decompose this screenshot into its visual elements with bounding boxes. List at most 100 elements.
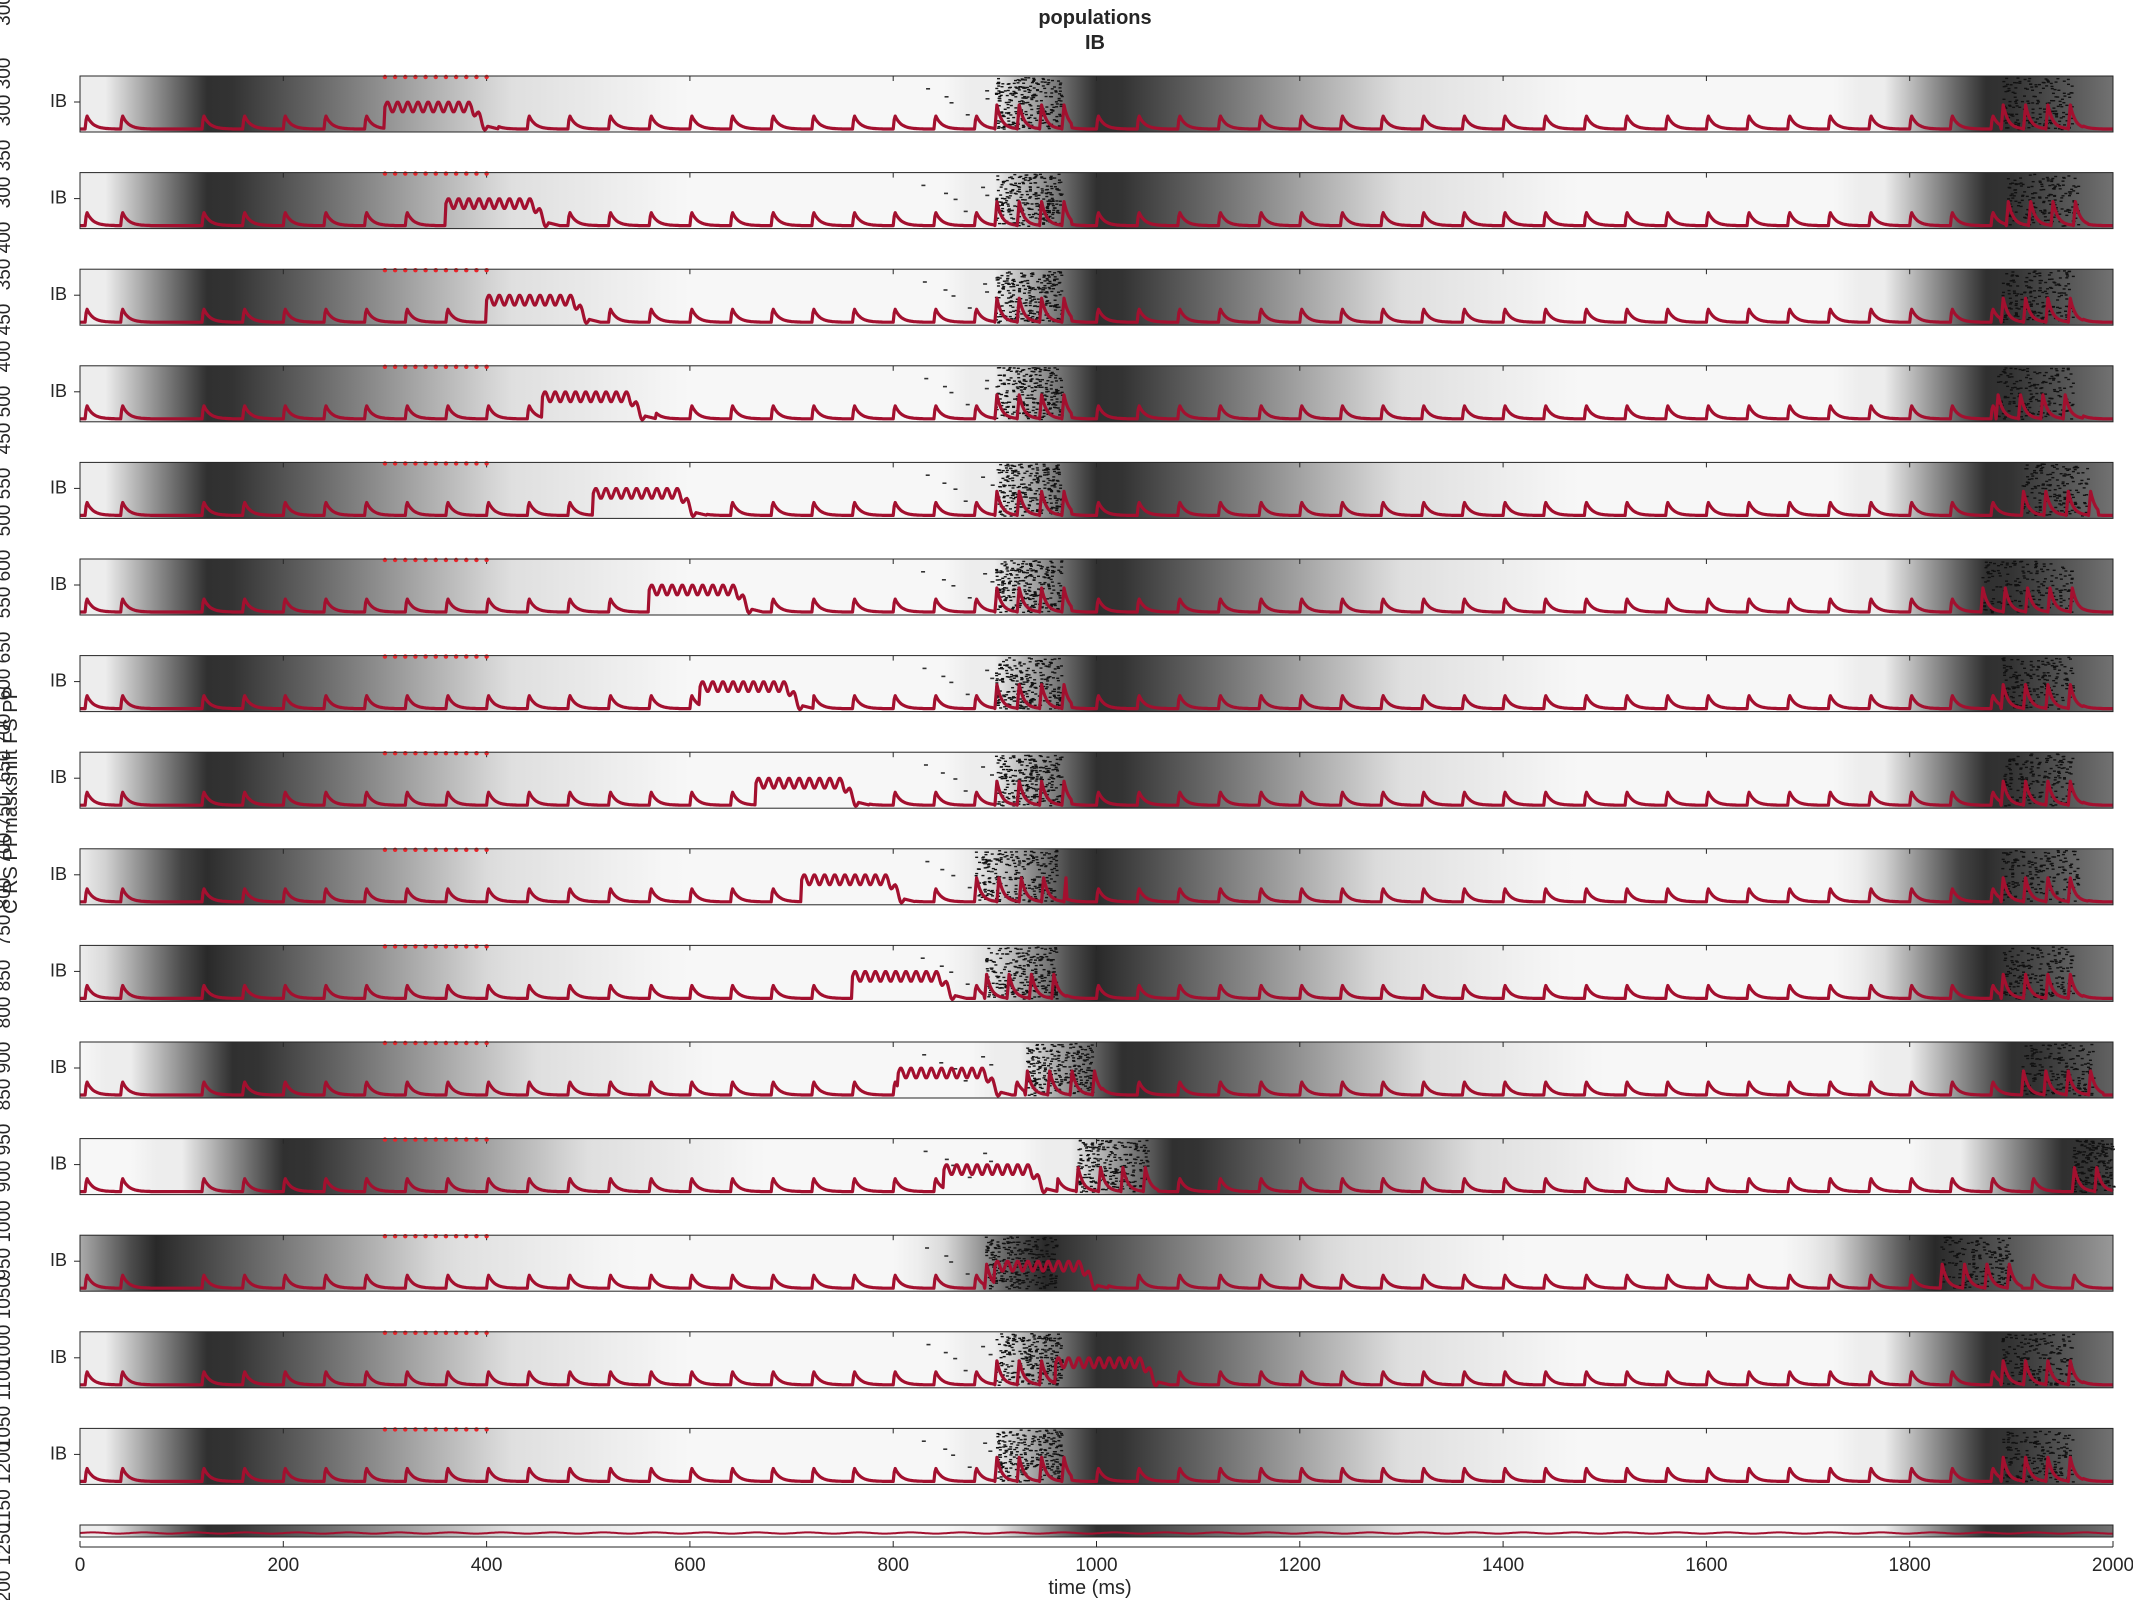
spike-mark [1027, 411, 1031, 413]
spike-mark [1048, 991, 1052, 994]
spike-mark [2045, 292, 2049, 295]
spike-mark [1048, 675, 1052, 678]
spike-mark [2026, 673, 2030, 675]
spike-mark [1009, 300, 1013, 303]
spike-mark [2042, 188, 2046, 191]
spike-mark [2082, 494, 2086, 496]
spike-mark [1031, 1056, 1035, 1058]
spike-mark [2005, 83, 2009, 86]
spike-mark [2011, 700, 2015, 703]
spike-mark [1033, 959, 1037, 961]
spike-mark [1043, 487, 1047, 489]
spike-mark [1022, 285, 1026, 287]
spike-mark [1019, 566, 1023, 569]
spike-mark [2016, 293, 2020, 295]
spike-mark [1043, 678, 1047, 681]
spike-mark [2040, 691, 2044, 694]
spike-mark [1027, 575, 1031, 577]
spike-mark [1033, 367, 1037, 369]
spike-mark [2007, 410, 2011, 412]
spike-mark [996, 858, 1000, 860]
spike-mark [2021, 194, 2025, 197]
spike-mark [2041, 316, 2045, 319]
spike-mark [1023, 204, 1027, 206]
spike-mark [2020, 679, 2024, 682]
spike-mark [986, 870, 990, 873]
spike-mark [1057, 1051, 1061, 1053]
spike-mark [1000, 127, 1004, 129]
spike-mark [981, 857, 985, 859]
spike-mark [2021, 566, 2025, 568]
spike-mark [2043, 290, 2047, 293]
voltage-trace [79, 487, 2114, 518]
spike-mark [1038, 1083, 1042, 1086]
spike-mark [2031, 117, 2035, 119]
stim-marker [403, 847, 408, 852]
spike-mark [2032, 598, 2036, 601]
spike-mark [951, 585, 956, 587]
spike-mark [2050, 862, 2054, 865]
spike-mark [2043, 694, 2047, 696]
stim-marker [382, 751, 388, 756]
spike-mark [949, 971, 954, 973]
spike-mark [2036, 954, 2040, 956]
spike-mark [2058, 589, 2062, 592]
spike-mark [1053, 754, 1057, 757]
spike-mark [1022, 968, 1026, 971]
spike-mark [1030, 681, 1034, 684]
spike-mark [1054, 380, 1058, 382]
spike-mark [1040, 192, 1044, 194]
spike-mark [1053, 688, 1057, 690]
spike-mark [2043, 209, 2047, 211]
spike-mark [2028, 389, 2032, 392]
spike-mark [2026, 674, 2030, 676]
spike-mark [2054, 81, 2058, 83]
spike-mark [2055, 893, 2059, 895]
spike-mark [981, 862, 985, 864]
spike-mark [1000, 777, 1004, 780]
spike-mark [1022, 378, 1026, 381]
spike-mark [1032, 79, 1036, 81]
spike-mark [2033, 978, 2037, 980]
spike-mark [2040, 998, 2044, 1000]
spike-mark [1055, 506, 1059, 508]
spike-mark [1051, 971, 1055, 973]
spike-mark [1030, 124, 1034, 126]
spike-mark [1030, 770, 1034, 773]
spike-mark [1056, 291, 1060, 293]
spike-mark [963, 790, 968, 792]
spike-mark [1000, 563, 1004, 565]
spike-mark [2071, 955, 2075, 957]
spike-mark [1049, 1067, 1053, 1069]
spike-mark [2060, 510, 2064, 512]
spike-mark [1072, 1052, 1076, 1054]
spike-mark [2054, 175, 2058, 178]
spike-mark [1058, 193, 1062, 195]
spike-mark [1030, 216, 1034, 218]
spike-mark [1030, 288, 1034, 290]
spike-mark [1024, 706, 1028, 708]
spike-mark [988, 994, 992, 996]
spike-mark [2026, 482, 2030, 484]
stim-marker [474, 654, 479, 659]
spike-mark [2028, 317, 2032, 319]
spike-mark [1054, 856, 1058, 858]
spike-mark [1018, 663, 1022, 665]
spike-mark [2020, 851, 2024, 853]
spike-mark [1043, 854, 1047, 856]
spike-mark [2008, 403, 2012, 405]
spike-mark [941, 579, 946, 581]
spike-mark [1017, 472, 1021, 475]
spike-mark [1044, 865, 1048, 867]
spike-mark [1053, 207, 1057, 209]
spike-mark [2037, 883, 2041, 886]
stim-marker [453, 751, 459, 756]
panel-label: IB [50, 767, 67, 787]
stim-marker [382, 847, 388, 852]
spike-mark [1032, 406, 1036, 408]
spike-mark [1060, 193, 1064, 195]
spike-mark [2001, 899, 2005, 901]
spike-mark [2040, 952, 2044, 954]
spike-mark [2004, 119, 2008, 122]
spike-mark [2039, 116, 2043, 119]
